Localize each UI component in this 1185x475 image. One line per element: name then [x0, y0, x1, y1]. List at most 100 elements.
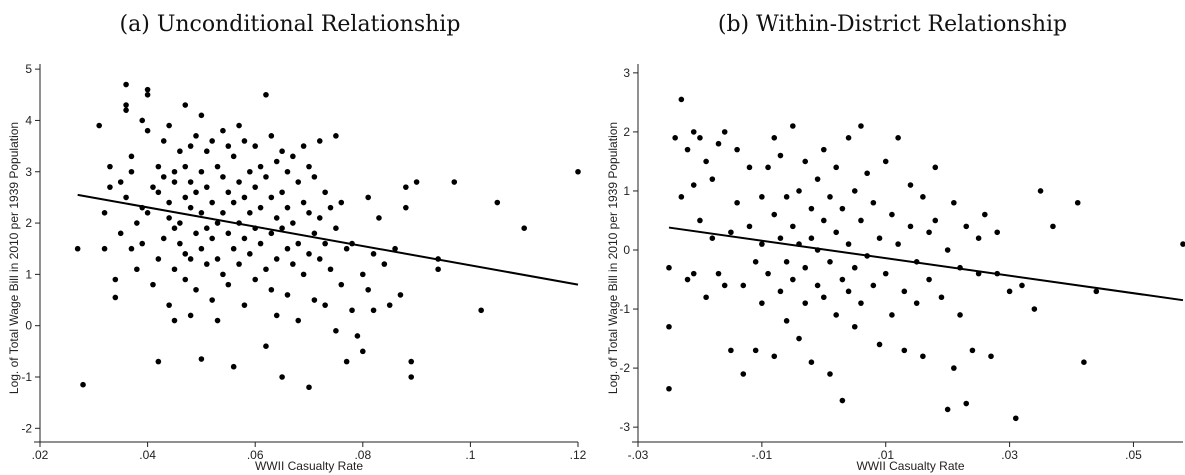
panel-b-data-point — [932, 217, 939, 224]
panel-a-data-point — [220, 210, 226, 216]
panel-a-data-point — [193, 286, 199, 293]
panel-a-data-point — [171, 317, 178, 324]
panel-b-data-point — [808, 205, 815, 212]
panel-a-data-point — [295, 317, 302, 324]
panel-a-data-point — [112, 294, 119, 301]
panel-b-data-point — [882, 270, 889, 277]
panel-a-data-point — [300, 271, 307, 278]
panel-a-data-point — [241, 194, 248, 201]
panel-a-data-point — [187, 312, 194, 319]
panel-b-data-point — [858, 217, 864, 224]
panel-b-data-point — [951, 199, 957, 206]
panel-b-data-point — [938, 294, 945, 301]
panel-b-data-point — [833, 312, 839, 318]
panel-a-data-point — [182, 194, 189, 201]
panel-a-data-point — [182, 102, 189, 108]
panel-b-data-point — [814, 282, 821, 289]
panel-a-data-point — [198, 112, 205, 119]
panel-b-data-point — [895, 135, 901, 141]
panel-b-data-point — [926, 276, 932, 283]
panel-a-data-point — [241, 302, 248, 308]
panel-a-data-point — [252, 184, 258, 190]
panel-b-data-point — [920, 353, 926, 360]
panel-b-data-point — [697, 217, 703, 224]
panel-a-y-tick-label: 5 — [25, 62, 32, 76]
panel-a-data-point — [338, 281, 345, 288]
panel-b-data-point — [820, 217, 827, 224]
panel-b-data-point — [690, 129, 697, 135]
panel-a-data-point — [268, 133, 275, 139]
panel-b-x-axis-label: WWII Casualty Rate — [856, 459, 964, 473]
panel-a-data-point — [435, 266, 441, 273]
panel-a-data-point — [214, 317, 221, 324]
panel-a-data-point — [257, 163, 264, 170]
panel-b-data-point — [820, 294, 827, 301]
panel-a-data-point — [166, 122, 172, 129]
panel-b-data-point — [851, 264, 858, 271]
panel-a-data-point — [381, 261, 388, 267]
panel-b-data-point — [851, 188, 858, 194]
panel-a-data-point — [386, 302, 393, 308]
panel-b-data-point — [690, 270, 697, 277]
panel-b-data-point — [1031, 306, 1038, 312]
panel-b-data-point — [684, 146, 691, 153]
panel-a-x-tick-label: .06 — [247, 448, 264, 462]
panel-a-data-point — [295, 240, 302, 247]
panel-a-data-point — [408, 374, 415, 380]
panel-a-data-point — [209, 199, 215, 206]
panel-b-data-point — [827, 259, 833, 265]
panel-b-data-point — [690, 182, 697, 188]
panel-a-data-point — [268, 194, 275, 201]
panel-b-data-point — [845, 135, 852, 141]
panel-a-data-point — [144, 210, 151, 216]
panel-b-x-tick-label: -.01 — [752, 448, 773, 462]
panel-a-data-point — [203, 225, 210, 231]
panel-a-data-point — [268, 230, 275, 237]
panel-b-data-point — [790, 276, 796, 283]
panel-b-data-point — [771, 353, 778, 360]
panel-a-data-point — [403, 184, 409, 190]
panel-a-data-point — [225, 281, 232, 288]
panel-a-data-point — [306, 384, 312, 391]
panel-a-data-point — [273, 256, 280, 262]
panel-b-data-point — [1074, 199, 1081, 206]
panel-b-data-point — [759, 300, 765, 306]
panel-b-data-point — [759, 241, 765, 247]
panel-b-data-point — [839, 205, 846, 212]
panel-a-data-point — [230, 153, 237, 160]
panel-a-data-point — [327, 204, 334, 211]
panel-b-data-point — [907, 223, 914, 230]
panel-b-data-point — [1180, 241, 1185, 247]
panel-a-y-tick-label: 0 — [25, 319, 32, 333]
panel-a-data-point — [241, 235, 248, 242]
panel-b-y-tick-label: 0 — [623, 243, 630, 257]
panel-a-data-point — [144, 86, 151, 93]
panel-a-data-point — [247, 251, 253, 257]
panel-b-data-point — [858, 300, 864, 306]
panel-a-data-point — [322, 240, 328, 247]
panel-a-data-point — [263, 343, 269, 350]
panel-a-data-point — [263, 266, 269, 273]
panel-b-data-point — [734, 199, 740, 206]
panel-a-data-point — [273, 158, 280, 165]
panel-b-data-point — [746, 223, 753, 230]
panel-b-data-point — [988, 353, 994, 360]
panel-a-data-point — [360, 271, 366, 278]
panel-b-data-point — [666, 385, 672, 392]
panel-b-data-point — [777, 152, 784, 159]
panel-a-data-point — [182, 276, 189, 283]
panel-b-fit-line — [668, 226, 1184, 302]
panel-a-data-point — [284, 204, 291, 211]
panel-b-data-point — [845, 288, 852, 295]
panel-a-data-point — [128, 245, 135, 252]
panel-a-data-point — [311, 297, 318, 303]
panel-a-data-point — [365, 286, 371, 293]
panel-a-data-point — [354, 333, 361, 339]
panel-b-data-point — [678, 194, 685, 200]
panel-a-data-point — [230, 363, 237, 370]
panel-a-data-point — [257, 240, 264, 247]
panel-b-data-point — [684, 276, 691, 283]
panel-a-data-point — [203, 184, 210, 190]
panel-b-y-tick-label: -3 — [619, 420, 630, 434]
panel-b-data-point — [777, 288, 784, 295]
